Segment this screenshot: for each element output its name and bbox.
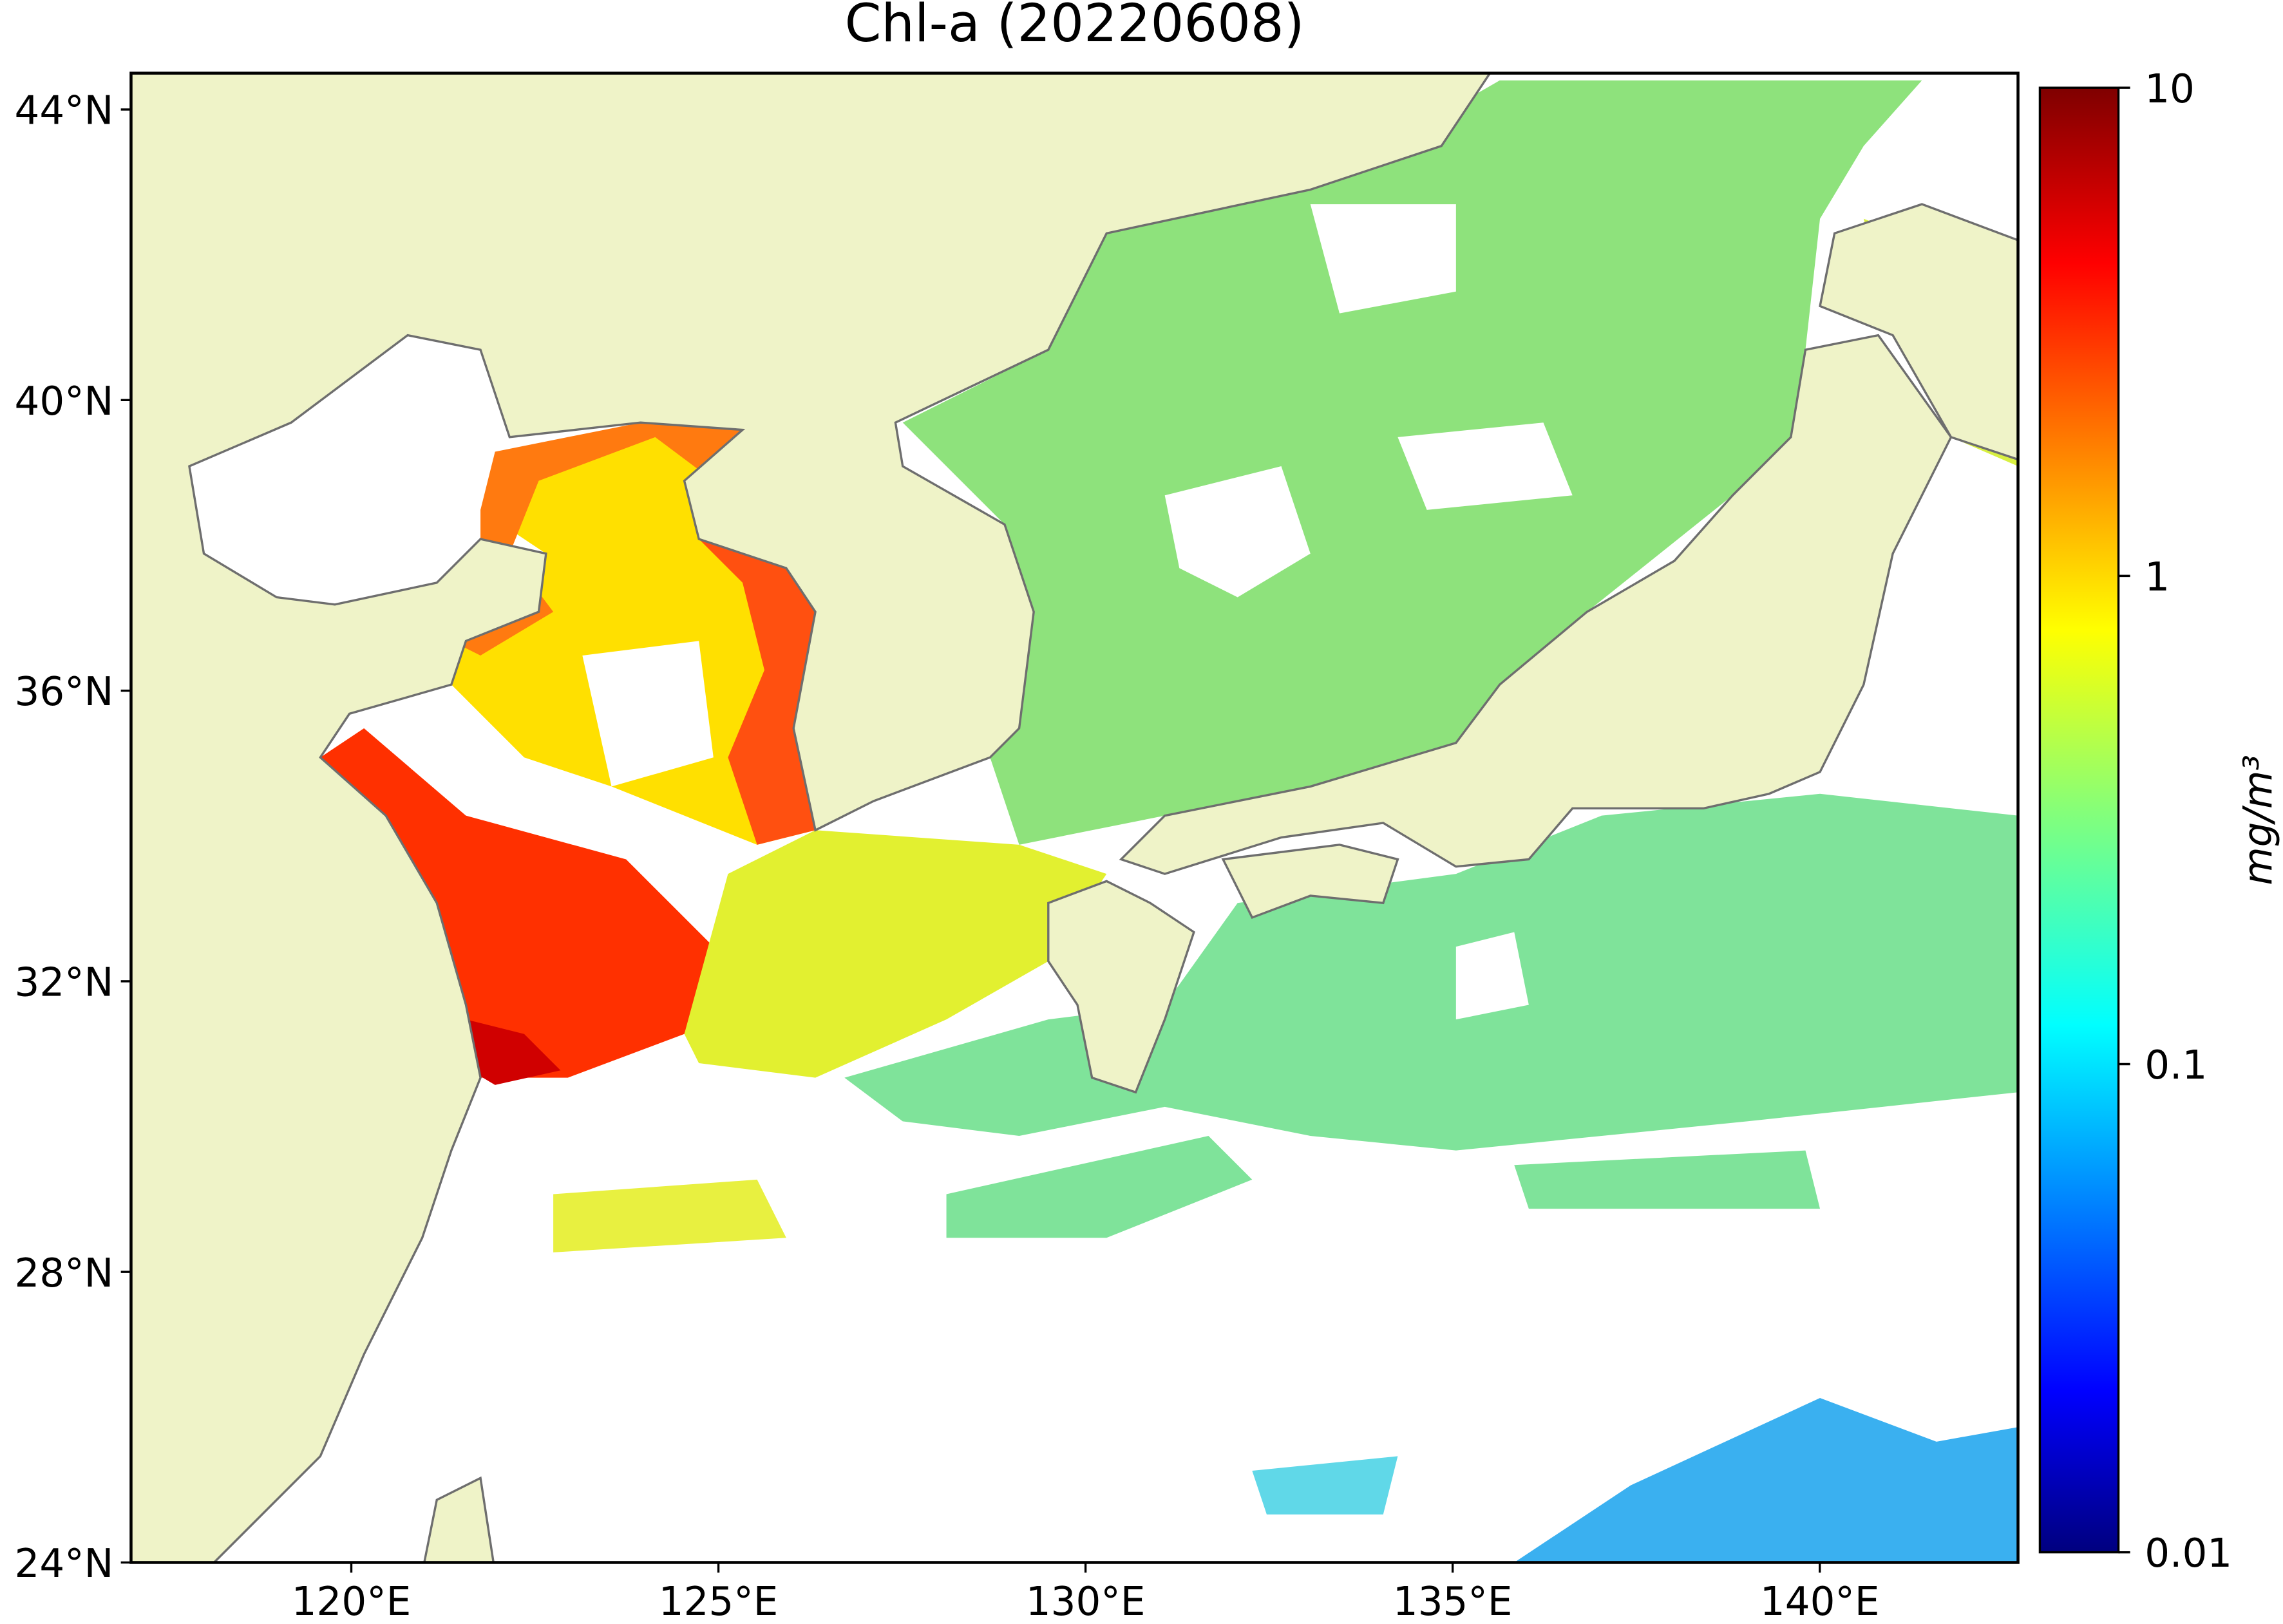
colorbar-tick-label: 0.01 (2145, 1531, 2232, 1576)
kyushu (1047, 880, 1195, 1094)
shikoku (1221, 844, 1399, 920)
y-tick-label: 32°N (15, 960, 114, 1006)
honshu (1119, 334, 1953, 875)
mainland (131, 73, 1492, 1563)
yellow-sea-field (451, 422, 816, 845)
cloud-gap (1455, 932, 1529, 1020)
y-tick-label: 40°N (15, 379, 114, 424)
cloud-gap (1310, 204, 1456, 314)
pacific-patch (946, 1136, 1253, 1238)
pacific-patch (1514, 1150, 1821, 1209)
x-tick-label: 135°E (1393, 1579, 1513, 1624)
x-tick-label: 140°E (1760, 1579, 1880, 1624)
east-china-sea-field (684, 830, 1107, 1078)
map-area (131, 73, 2018, 1563)
cloud-gap (582, 641, 714, 787)
colorbar-tick-label: 10 (2145, 66, 2195, 112)
subtropical-patch (1252, 1456, 1398, 1515)
x-tick-label: 120°E (292, 1579, 412, 1624)
cloud-gap (1164, 466, 1311, 598)
x-tick-label: 130°E (1026, 1579, 1146, 1624)
korea-west-coastal (699, 539, 816, 845)
changjiang-plume (320, 728, 714, 1078)
y-tick-label: 28°N (15, 1251, 114, 1296)
y-tick-label: 24°N (15, 1541, 114, 1587)
estuary-core (459, 1019, 561, 1085)
y-tick-label: 44°N (15, 88, 114, 134)
ecs-patch (553, 1179, 786, 1252)
taiwan (423, 1476, 495, 1563)
subtropical-field (1514, 1397, 2018, 1563)
colorbar (2038, 86, 2120, 1554)
colorbar-tick-label: 1 (2145, 554, 2170, 600)
y-tick-label: 36°N (15, 669, 114, 715)
hokkaido (1819, 203, 2018, 461)
title: Chl-a (20220608) (845, 0, 1305, 54)
map-frame (129, 71, 2020, 1564)
cloud-gap (1397, 422, 1573, 510)
colorbar-label: mg/m³ (2235, 755, 2281, 885)
x-tick-label: 125°E (659, 1579, 779, 1624)
colorbar-tick-label: 0.1 (2145, 1043, 2207, 1088)
